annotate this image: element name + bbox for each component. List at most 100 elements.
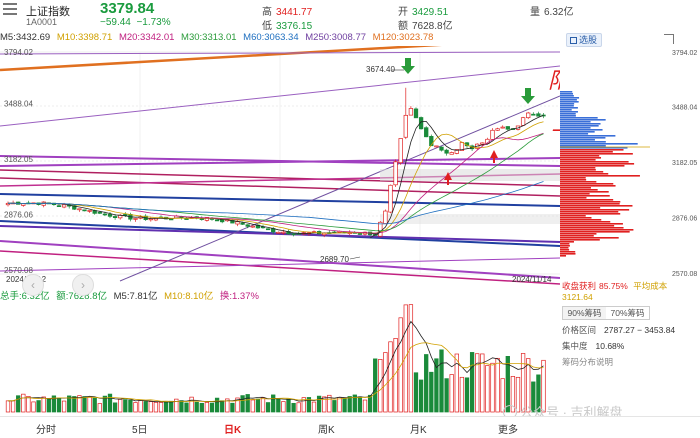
candle-body bbox=[480, 142, 485, 145]
chip-bar bbox=[560, 139, 595, 141]
annotations: 3674.40 2689.70 bbox=[320, 58, 535, 264]
volume-bar bbox=[403, 304, 408, 413]
period-tabbar: 分时 5日 日K 周K 月K 更多 bbox=[0, 416, 700, 438]
handwriting-bottom: 一支撑 bbox=[550, 119, 560, 143]
volume-bar bbox=[87, 396, 92, 413]
volume-chart[interactable] bbox=[0, 300, 560, 416]
chip-bar bbox=[560, 243, 570, 245]
price-tick-right: 3488.04 bbox=[672, 104, 697, 111]
chip-tabs: 90%筹码 70%筹码 bbox=[562, 306, 650, 320]
volume-bar bbox=[454, 353, 459, 413]
candle-body bbox=[418, 117, 424, 130]
kline-chart[interactable]: 3674.40 2689.70 3794.02 3488.04 3182.05 287… bbox=[0, 46, 560, 286]
amount-field: 额 7628.8亿 bbox=[398, 21, 453, 32]
candle-body bbox=[439, 146, 444, 151]
profit-value: 85.75% bbox=[599, 281, 628, 291]
chip-bar bbox=[560, 215, 586, 217]
tab-5day[interactable]: 5日 bbox=[132, 425, 148, 436]
chip-bar bbox=[560, 151, 613, 153]
chip-bar bbox=[560, 117, 598, 119]
open-field: 开 3429.51 bbox=[398, 7, 449, 18]
red-arrow-2 bbox=[490, 150, 498, 163]
next-nav-button[interactable]: › bbox=[72, 274, 94, 296]
drawn-trendlines bbox=[0, 46, 560, 285]
volume-bar bbox=[286, 398, 291, 413]
candle-body bbox=[500, 126, 505, 129]
chip-bar bbox=[560, 105, 574, 107]
ma10-label: M10:3398.71 bbox=[56, 32, 113, 43]
tab-90-chip[interactable]: 90%筹码 bbox=[563, 307, 606, 319]
chip-bar bbox=[560, 189, 598, 191]
ma-legend: M5:3432.69 M10:3398.71 M20:3342.01 M30:3… bbox=[0, 32, 560, 46]
candle-body bbox=[526, 112, 531, 119]
turnover: 换:1.37% bbox=[219, 291, 259, 302]
chip-help-link[interactable]: 筹码分布说明 bbox=[562, 357, 614, 367]
ma30-label: M30:3313.01 bbox=[181, 32, 237, 43]
tab-weekly-k[interactable]: 周K bbox=[318, 425, 335, 436]
price-tick-right: 2570.08 bbox=[672, 271, 697, 278]
candle-body bbox=[97, 211, 102, 214]
tab-70-chip[interactable]: 70%筹码 bbox=[610, 308, 645, 318]
candle-body bbox=[429, 135, 434, 147]
chip-bar bbox=[560, 165, 625, 167]
volume-bar bbox=[194, 401, 199, 413]
candle-body bbox=[87, 210, 92, 212]
avg-cost-value: 3121.64 bbox=[562, 292, 593, 302]
volume-bar bbox=[148, 401, 153, 413]
tab-daily-k[interactable]: 日K bbox=[224, 421, 241, 436]
candle-body bbox=[184, 218, 189, 220]
chip-bar bbox=[560, 161, 629, 163]
volume-bar bbox=[413, 372, 419, 413]
candle-body bbox=[449, 152, 454, 155]
vol-ma10: M10:8.10亿 bbox=[164, 291, 214, 302]
volume-bar bbox=[265, 402, 271, 413]
menu-icon[interactable] bbox=[3, 3, 17, 17]
volume-bar bbox=[204, 402, 210, 413]
pick-stock-button[interactable]: 选股 bbox=[566, 33, 602, 47]
candle-body bbox=[393, 161, 398, 186]
candle-body bbox=[454, 149, 459, 154]
volume-legend: 总手:6.32亿 额:7628.8亿 M5:7.81亿 M10:8.10亿 换:… bbox=[0, 288, 560, 302]
volume-bar bbox=[362, 399, 368, 413]
tab-monthly-k[interactable]: 月K bbox=[410, 425, 427, 436]
candle-body bbox=[102, 213, 108, 216]
tab-intraday[interactable]: 分时 bbox=[36, 425, 56, 436]
candle-body bbox=[444, 149, 449, 154]
candle-body bbox=[434, 145, 439, 148]
candle-body bbox=[388, 184, 393, 213]
volume-bar bbox=[424, 354, 429, 413]
chip-bar bbox=[560, 147, 628, 149]
chip-bar bbox=[560, 99, 577, 101]
candle-body bbox=[240, 222, 245, 225]
profit-label: 收盘获利 bbox=[562, 281, 597, 291]
chip-bar bbox=[560, 179, 587, 181]
volume-bar bbox=[342, 397, 347, 413]
candle-body bbox=[82, 209, 87, 212]
end-date: 2024/11/14 bbox=[512, 275, 552, 284]
ma-line-5 bbox=[7, 115, 544, 235]
volume-bar bbox=[26, 396, 31, 413]
candle-body bbox=[214, 219, 220, 222]
volume-bar bbox=[337, 397, 342, 413]
volume-bar bbox=[10, 400, 16, 413]
chip-bar bbox=[560, 187, 591, 189]
chip-bar bbox=[560, 231, 630, 233]
volume-bar bbox=[322, 396, 327, 413]
chip-bar bbox=[560, 223, 623, 225]
chip-bar bbox=[560, 113, 576, 115]
concentration: 集中度 10.68% bbox=[562, 341, 625, 351]
volume-bar bbox=[199, 402, 204, 413]
price-tick-left: 3182.05 bbox=[4, 155, 33, 164]
tab-more[interactable]: 更多 bbox=[498, 425, 518, 436]
chip-bar bbox=[560, 109, 572, 111]
volume-bar bbox=[102, 395, 108, 413]
volume-bar bbox=[51, 395, 57, 413]
chip-bar bbox=[560, 205, 633, 207]
moving-average-lines bbox=[7, 115, 544, 235]
volume-bar bbox=[291, 402, 296, 413]
expand-icon[interactable] bbox=[664, 34, 674, 44]
chip-distribution[interactable]: 3794.02 3488.04 3182.05 2876.06 2570.08 bbox=[560, 46, 700, 286]
prev-nav-button[interactable]: ‹ bbox=[22, 274, 44, 296]
chip-bar bbox=[560, 221, 611, 223]
candle-body bbox=[72, 205, 77, 210]
